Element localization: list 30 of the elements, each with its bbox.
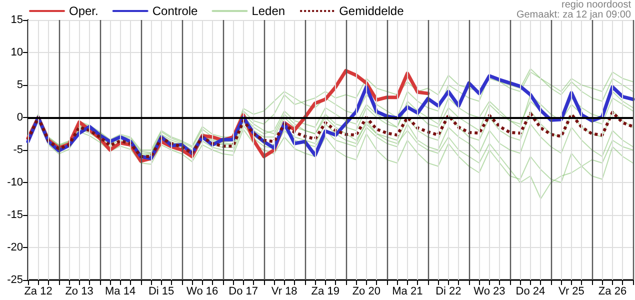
y-tick-label: 10 [10,46,23,58]
annotation: Gemaakt: za 12 jan 09:00 [516,10,632,20]
x-tick-label: Zo 20 [352,286,380,298]
y-tick-label: -5 [13,144,23,156]
x-tick-label: Za 19 [311,286,340,298]
legend-label: Oper. [69,4,98,18]
x-tick-label: Za 26 [598,286,627,298]
x-tick-label: Wo 23 [474,286,506,298]
y-tick-label: 15 [10,14,23,26]
text: regio noordoost [562,0,632,10]
x-tick-label: Vr 25 [558,286,584,298]
y-tick-label: -10 [7,176,23,188]
y-tick-label: 5 [16,79,23,91]
x-tick-label: Vr 18 [271,286,298,298]
x-tick-label: Do 24 [516,286,546,298]
x-tick-label: Do 17 [228,286,258,298]
x-tick-label: Za 12 [24,286,52,298]
x-tick-label: Wo 16 [186,286,218,298]
legend-label: Controle [152,4,198,18]
x-tick-label: Di 22 [436,286,462,298]
x-tick-label: Zo 13 [65,286,94,298]
legend-label: Leden [252,4,286,18]
y-tick-label: -15 [7,209,23,221]
x-tick-label: Ma 21 [392,286,423,298]
legend-label: Gemiddelde [339,4,404,18]
y-tick-label: 0 [16,112,23,124]
x-tick-label: Ma 14 [105,286,136,298]
y-tick-label: -25 [7,274,23,286]
y-tick-label: -20 [7,242,23,254]
x-tick-label: Di 15 [148,286,174,298]
